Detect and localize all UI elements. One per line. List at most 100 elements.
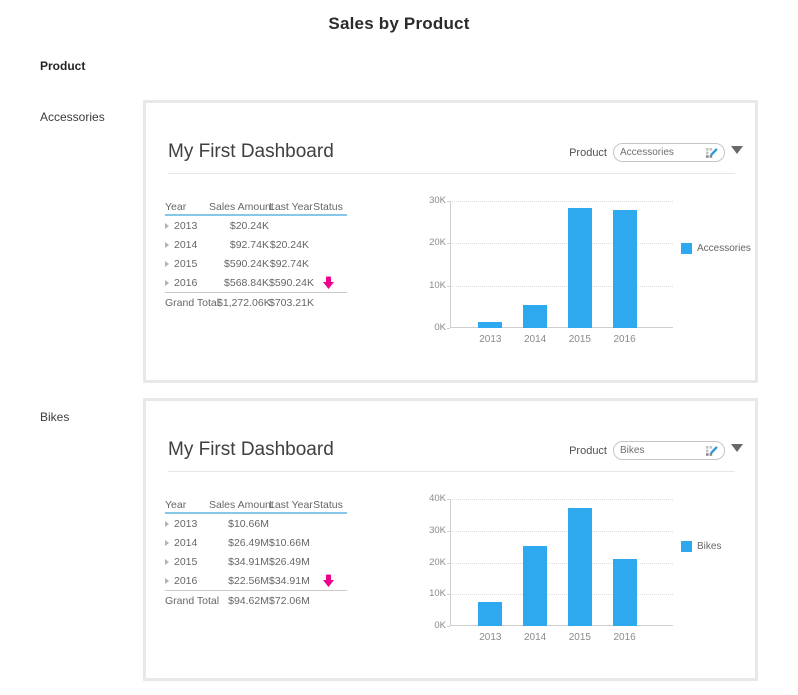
sales-table: Year Sales Amount Last Year Status 2013 … bbox=[165, 199, 347, 312]
row-label-bikes: Bikes bbox=[40, 410, 70, 424]
slicer-value: Bikes bbox=[620, 445, 645, 456]
y-axis-label: 20K bbox=[429, 556, 446, 568]
slicer-value: Accessories bbox=[620, 147, 674, 158]
header-divider bbox=[168, 173, 735, 174]
bar-chart-bikes: 0K 10K 20K 30K 40K 2013 2014 2015 2016 Bikes bbox=[428, 484, 740, 654]
clear-selections-eraser-icon[interactable] bbox=[705, 445, 718, 457]
y-axis-tick bbox=[447, 328, 450, 329]
year-value: 2016 bbox=[174, 276, 198, 289]
bar-2015[interactable] bbox=[567, 508, 592, 626]
dashboard-panel-bikes: My First Dashboard Product Bikes Year Sa… bbox=[143, 398, 758, 681]
col-header-year[interactable]: Year bbox=[165, 200, 187, 213]
col-header-last-year[interactable]: Last Year bbox=[269, 498, 313, 511]
y-axis-tick bbox=[447, 285, 450, 287]
col-header-sales-amount[interactable]: Sales Amount bbox=[209, 498, 274, 511]
slicer-value-box[interactable]: Bikes bbox=[613, 441, 725, 460]
bar-2016[interactable] bbox=[612, 559, 637, 626]
expand-icon[interactable] bbox=[165, 241, 169, 248]
gridline bbox=[450, 594, 673, 596]
status-cell bbox=[309, 574, 347, 588]
slicer-dropdown-caret-icon[interactable] bbox=[731, 145, 743, 154]
col-header-status[interactable]: Status bbox=[313, 200, 343, 213]
x-axis-label: 2013 bbox=[479, 334, 502, 345]
col-header-sales-amount[interactable]: Sales Amount bbox=[209, 200, 274, 213]
status-down-arrow-icon bbox=[322, 276, 334, 289]
x-axis-label: 2014 bbox=[524, 632, 547, 643]
x-axis-label: 2015 bbox=[568, 334, 591, 345]
legend-swatch[interactable] bbox=[681, 541, 692, 552]
table-row: 2015 $590.24K $92.74K bbox=[165, 254, 347, 273]
table-row: 2014 $92.74K $20.24K bbox=[165, 235, 347, 254]
expand-icon[interactable] bbox=[165, 279, 169, 286]
product-column-header: Product bbox=[40, 59, 86, 73]
table-row: 2014 $26.49M $10.66M bbox=[165, 533, 347, 552]
dashboard-panel-accessories: My First Dashboard Product Accessories Y… bbox=[143, 100, 758, 383]
table-row: 2016 $568.84K $590.24K bbox=[165, 273, 347, 292]
sales-amount-value: $26.49M bbox=[228, 536, 269, 549]
expand-icon[interactable] bbox=[165, 222, 169, 229]
grand-total-row: Grand Total $1,272.06K $703.21K bbox=[165, 292, 347, 312]
sales-amount-value: $590.24K bbox=[224, 257, 269, 270]
table-row: 2015 $34.91M $26.49M bbox=[165, 552, 347, 571]
year-value: 2013 bbox=[174, 517, 198, 530]
y-axis-tick bbox=[447, 201, 450, 202]
grand-total-label: Grand Total bbox=[165, 296, 220, 309]
bar-2013[interactable] bbox=[478, 322, 503, 328]
y-axis-tick bbox=[447, 499, 450, 500]
slicer-label: Product bbox=[569, 444, 607, 457]
axis-frame bbox=[450, 499, 673, 626]
status-cell bbox=[309, 276, 347, 290]
product-slicer: Product Accessories bbox=[569, 143, 743, 162]
bar-2016[interactable] bbox=[612, 210, 637, 328]
table-row: 2016 $22.56M $34.91M bbox=[165, 571, 347, 590]
table-row: 2013 $20.24K bbox=[165, 216, 347, 235]
expand-icon[interactable] bbox=[165, 539, 169, 546]
x-axis-label: 2016 bbox=[613, 334, 636, 345]
table-header-row: Year Sales Amount Last Year Status bbox=[165, 497, 347, 514]
x-axis-label: 2016 bbox=[613, 632, 636, 643]
expand-icon[interactable] bbox=[165, 558, 169, 565]
legend-label[interactable]: Bikes bbox=[697, 541, 722, 552]
col-header-status[interactable]: Status bbox=[313, 498, 343, 511]
gridline bbox=[450, 499, 673, 500]
bar-2013[interactable] bbox=[478, 602, 503, 626]
y-axis-label: 20K bbox=[429, 237, 446, 249]
expand-icon[interactable] bbox=[165, 520, 169, 527]
product-slicer: Product Bikes bbox=[569, 441, 743, 460]
col-header-year[interactable]: Year bbox=[165, 498, 187, 511]
clear-selections-eraser-icon[interactable] bbox=[705, 147, 718, 159]
bar-2015[interactable] bbox=[567, 208, 592, 328]
dashboard-title: My First Dashboard bbox=[168, 141, 334, 162]
gridline bbox=[450, 201, 673, 202]
year-value: 2015 bbox=[174, 257, 198, 270]
bar-2014[interactable] bbox=[523, 546, 548, 626]
slicer-label: Product bbox=[569, 146, 607, 159]
gridline bbox=[450, 243, 673, 245]
legend-label[interactable]: Accessories bbox=[697, 243, 751, 254]
bar-chart-accessories: 0K 10K 20K 30K 2013 2014 2015 2016 Accessories bbox=[428, 186, 751, 356]
page-title: Sales by Product bbox=[328, 14, 470, 33]
expand-icon[interactable] bbox=[165, 577, 169, 584]
slicer-value-box[interactable]: Accessories bbox=[613, 143, 725, 162]
x-axis-label: 2013 bbox=[479, 632, 502, 643]
sales-table: Year Sales Amount Last Year Status 2013 … bbox=[165, 497, 347, 610]
legend-swatch[interactable] bbox=[681, 243, 692, 254]
gridline bbox=[450, 530, 673, 532]
row-label-accessories: Accessories bbox=[40, 110, 105, 124]
sales-amount-value: $92.74K bbox=[229, 238, 269, 251]
y-axis-label: 10K bbox=[429, 279, 446, 291]
year-value: 2014 bbox=[174, 536, 198, 549]
sales-amount-value: $20.24K bbox=[229, 219, 269, 232]
sales-amount-value: $22.56M bbox=[228, 574, 269, 587]
year-value: 2016 bbox=[174, 574, 198, 587]
y-axis-label: 30K bbox=[429, 195, 446, 206]
col-header-last-year[interactable]: Last Year bbox=[269, 200, 313, 213]
bar-2014[interactable] bbox=[523, 305, 548, 328]
grand-total-sales: $94.62M bbox=[228, 594, 269, 607]
expand-icon[interactable] bbox=[165, 260, 169, 267]
y-axis-tick bbox=[447, 530, 450, 532]
slicer-dropdown-caret-icon[interactable] bbox=[731, 443, 743, 452]
table-header-row: Year Sales Amount Last Year Status bbox=[165, 199, 347, 216]
y-axis-tick bbox=[447, 594, 450, 596]
grand-total-sales: $1,272.06K bbox=[217, 296, 271, 309]
